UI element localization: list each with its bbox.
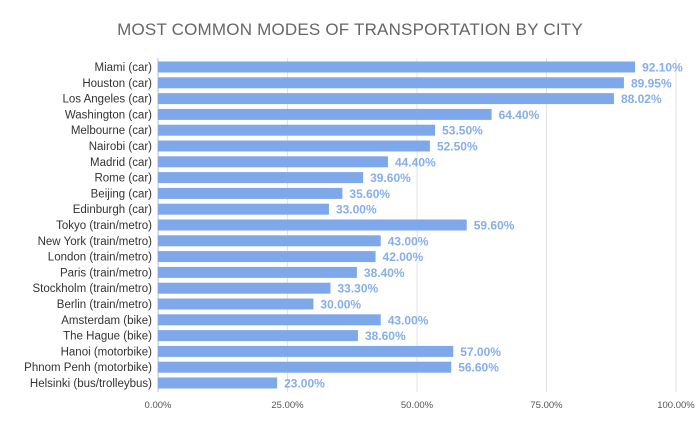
category-label: Madrid (car)	[90, 157, 152, 169]
category-label: Melbourne (car)	[71, 125, 152, 137]
bar	[158, 377, 278, 389]
category-label: Berlin (train/metro)	[57, 299, 152, 311]
bar	[158, 282, 331, 294]
data-label: 43.00%	[388, 313, 429, 327]
category-label: Amsterdam (bike)	[61, 315, 152, 327]
data-label: 42.00%	[383, 250, 424, 264]
bar	[158, 266, 357, 278]
data-label: 44.40%	[395, 155, 436, 169]
category-label: Helsinki (bus/trolleybus)	[30, 378, 152, 390]
category-label: Phnom Penh (motorbike)	[24, 362, 152, 374]
x-tick-label: 25.00%	[271, 400, 304, 411]
bar	[158, 361, 452, 373]
data-label: 23.00%	[284, 377, 325, 391]
x-tick-label: 75.00%	[530, 400, 563, 411]
category-label: The Hague (bike)	[63, 331, 152, 343]
category-label: Paris (train/metro)	[60, 267, 152, 279]
x-tick-label: 100.00%	[657, 400, 695, 411]
bar	[158, 77, 624, 89]
bar	[158, 235, 381, 247]
data-label: 92.10%	[642, 61, 683, 75]
data-label: 88.02%	[621, 92, 662, 106]
data-label: 39.60%	[370, 171, 411, 185]
bar	[158, 172, 364, 184]
category-label: London (train/metro)	[48, 252, 152, 264]
bar	[158, 298, 314, 310]
data-label: 38.40%	[364, 266, 405, 280]
data-label: 56.60%	[458, 361, 499, 375]
bar	[158, 156, 388, 168]
data-label: 38.60%	[365, 329, 406, 343]
category-label: New York (train/metro)	[38, 236, 153, 248]
x-tick-label: 0.00%	[145, 400, 172, 411]
data-label: 43.00%	[388, 234, 429, 248]
bar	[158, 93, 614, 105]
data-label: 33.30%	[337, 282, 378, 296]
bar	[158, 314, 381, 326]
data-label: 53.50%	[442, 124, 483, 138]
data-label: 33.00%	[336, 203, 377, 217]
category-label: Hanoi (motorbike)	[61, 346, 153, 358]
category-label: Houston (car)	[82, 78, 152, 90]
bar	[158, 251, 376, 263]
data-label: 35.60%	[349, 187, 390, 201]
category-label: Miami (car)	[95, 62, 153, 74]
category-label: Nairobi (car)	[89, 141, 152, 153]
bar	[158, 61, 636, 73]
bar	[158, 124, 436, 136]
category-label: Beijing (car)	[91, 188, 153, 200]
category-label: Washington (car)	[65, 109, 152, 121]
x-tick-label: 50.00%	[401, 400, 434, 411]
data-label: 59.60%	[474, 219, 515, 233]
data-label: 64.40%	[499, 108, 540, 122]
data-label: 30.00%	[320, 298, 361, 312]
category-label: Edinburgh (car)	[73, 204, 152, 216]
category-label: Rome (car)	[94, 173, 152, 185]
bar	[158, 345, 454, 357]
data-label: 57.00%	[460, 345, 501, 359]
category-label: Los Angeles (car)	[63, 94, 153, 106]
bar	[158, 203, 329, 215]
bar	[158, 108, 492, 120]
chart-title: MOST COMMON MODES OF TRANSPORTATION BY C…	[117, 20, 583, 39]
data-label: 52.50%	[437, 140, 478, 154]
bar	[158, 219, 467, 231]
data-label: 89.95%	[631, 76, 672, 90]
category-label: Tokyo (train/metro)	[56, 220, 152, 232]
category-label: Stockholm (train/metro)	[32, 283, 152, 295]
bar	[158, 140, 430, 152]
bar	[158, 330, 358, 342]
bar	[158, 187, 343, 199]
